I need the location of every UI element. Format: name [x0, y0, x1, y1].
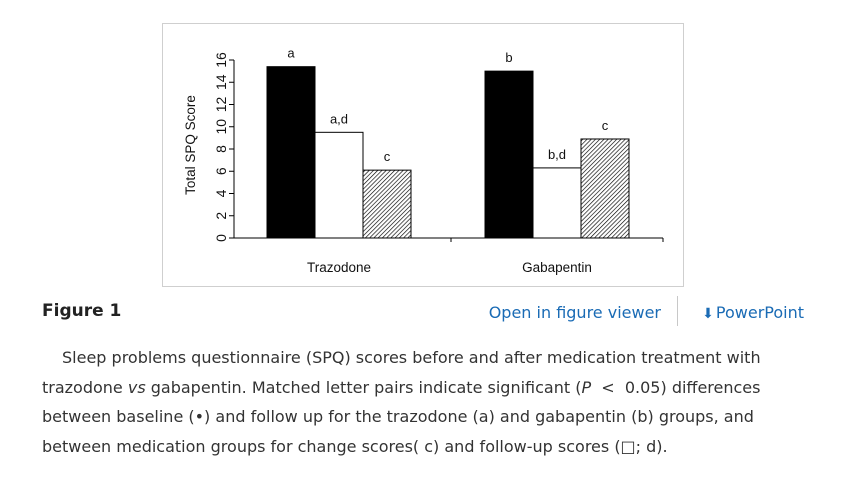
y-tick-label: 14	[213, 74, 229, 90]
bar-annotation: b,d	[548, 147, 566, 162]
bar-trazodone-baseline	[266, 66, 316, 239]
y-tick-label: 10	[213, 119, 229, 135]
caption-part-1: Sleep problems questionnaire (SPQ) score…	[42, 348, 761, 397]
open-in-figure-viewer-link[interactable]: Open in figure viewer	[488, 303, 661, 322]
y-tick-label: 16	[213, 52, 229, 68]
bar-gabapentin-baseline	[484, 70, 534, 239]
figure-image[interactable]: Total SPQ Score 0 2 4 6 8 10 12 14 16 a a,d c b b,d c…	[162, 23, 684, 287]
y-tick-label: 12	[213, 97, 229, 113]
bar-gabapentin-change	[580, 138, 630, 239]
bar-trazodone-change	[362, 169, 412, 239]
link-divider	[677, 296, 678, 326]
bar-annotation: c	[602, 118, 609, 133]
figure-label: Figure 1	[42, 301, 122, 321]
bar-trazodone-follow-up	[314, 131, 364, 239]
y-axis-label: Total SPQ Score	[183, 95, 198, 195]
caption-p: P	[581, 377, 592, 397]
caption-part-2: gabapentin. Matched letter pairs indicat…	[145, 377, 582, 397]
bar-annotation: b	[505, 50, 512, 65]
figure-header-row: Figure 1 Open in figure viewer ⬇ PowerPoi…	[42, 296, 804, 326]
bar-annotation: c	[384, 149, 391, 164]
caption-part-3: < 0.05) differences between baseline (•)…	[42, 377, 766, 456]
bar-annotation: a,d	[330, 111, 348, 126]
figure-caption: Sleep problems questionnaire (SPQ) score…	[42, 343, 812, 461]
y-tick-label: 8	[213, 145, 229, 153]
y-tick-label: 0	[213, 234, 229, 242]
bar-gabapentin-follow-up	[532, 167, 582, 239]
x-category-label: Trazodone	[307, 260, 371, 275]
y-tick-label: 6	[213, 167, 229, 175]
powerpoint-link[interactable]: ⬇ PowerPoint	[702, 303, 804, 322]
x-category-label: Gabapentin	[522, 260, 592, 275]
caption-vs: vs	[127, 377, 146, 397]
download-icon: ⬇	[702, 306, 714, 322]
bar-annotation: a	[287, 46, 295, 61]
powerpoint-label: PowerPoint	[715, 303, 804, 322]
bar-chart: Total SPQ Score 0 2 4 6 8 10 12 14 16 a a,d c b b,d c…	[183, 46, 664, 275]
y-tick-label: 4	[213, 189, 229, 197]
y-tick-label: 2	[213, 212, 229, 220]
